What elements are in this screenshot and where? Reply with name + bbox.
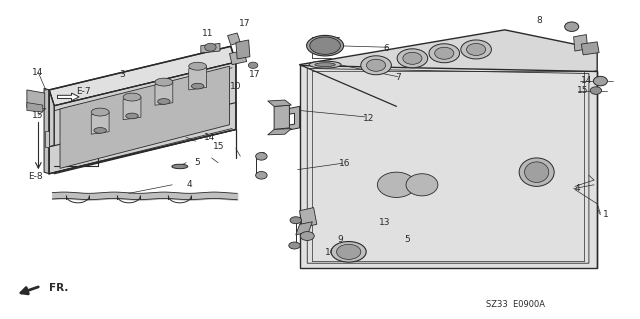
Polygon shape — [123, 97, 141, 120]
Text: 15: 15 — [32, 111, 44, 120]
Text: 1: 1 — [603, 210, 609, 219]
Text: 1: 1 — [261, 152, 267, 161]
Text: 10: 10 — [230, 82, 241, 91]
Text: 5: 5 — [404, 235, 410, 244]
Text: 16: 16 — [325, 248, 337, 257]
Text: 12: 12 — [364, 114, 374, 123]
Polygon shape — [49, 103, 236, 174]
Polygon shape — [573, 34, 588, 51]
Ellipse shape — [593, 76, 607, 86]
Ellipse shape — [290, 217, 301, 224]
Ellipse shape — [461, 40, 492, 59]
Ellipse shape — [172, 164, 188, 169]
Ellipse shape — [403, 52, 422, 64]
Text: E-7: E-7 — [77, 87, 92, 96]
Text: 14: 14 — [581, 76, 593, 85]
Ellipse shape — [255, 152, 267, 160]
Polygon shape — [49, 90, 54, 147]
Polygon shape — [274, 105, 289, 130]
Ellipse shape — [525, 162, 548, 182]
Ellipse shape — [331, 241, 366, 262]
Polygon shape — [201, 43, 220, 53]
Text: 11: 11 — [202, 28, 214, 38]
Ellipse shape — [467, 43, 486, 56]
Text: 15: 15 — [577, 86, 588, 95]
Text: E-8: E-8 — [28, 172, 43, 182]
Polygon shape — [27, 103, 43, 112]
Text: 17: 17 — [575, 38, 586, 47]
Ellipse shape — [92, 108, 109, 116]
Text: 16: 16 — [339, 159, 351, 168]
Polygon shape — [228, 33, 241, 45]
Text: 6: 6 — [384, 44, 390, 53]
Text: 5: 5 — [194, 158, 200, 167]
Polygon shape — [92, 112, 109, 134]
Polygon shape — [58, 93, 79, 101]
Ellipse shape — [406, 174, 438, 196]
Polygon shape — [287, 106, 300, 130]
Polygon shape — [300, 30, 597, 106]
Polygon shape — [27, 90, 45, 109]
Ellipse shape — [564, 22, 579, 32]
Text: 8: 8 — [537, 16, 543, 25]
Polygon shape — [300, 208, 317, 227]
Ellipse shape — [126, 113, 138, 119]
Ellipse shape — [205, 43, 216, 51]
Ellipse shape — [435, 47, 454, 59]
Ellipse shape — [157, 99, 170, 104]
Text: 4: 4 — [575, 184, 580, 193]
Ellipse shape — [519, 158, 554, 186]
Polygon shape — [155, 82, 173, 105]
Text: 2: 2 — [468, 48, 474, 57]
Polygon shape — [268, 129, 291, 135]
Polygon shape — [296, 222, 312, 235]
Ellipse shape — [309, 61, 341, 68]
Ellipse shape — [310, 37, 340, 54]
Text: 15: 15 — [213, 142, 225, 151]
Ellipse shape — [191, 83, 204, 89]
Ellipse shape — [123, 93, 141, 101]
Polygon shape — [268, 100, 291, 106]
Text: 17: 17 — [239, 19, 251, 28]
Polygon shape — [300, 65, 597, 268]
Text: 14: 14 — [204, 133, 216, 142]
Ellipse shape — [361, 56, 392, 75]
Text: 4: 4 — [186, 180, 192, 189]
Text: 3: 3 — [119, 70, 125, 78]
Ellipse shape — [429, 44, 460, 63]
Ellipse shape — [307, 35, 344, 56]
Text: 13: 13 — [379, 218, 390, 226]
Ellipse shape — [155, 78, 173, 86]
Polygon shape — [581, 42, 599, 55]
Polygon shape — [230, 50, 246, 65]
Ellipse shape — [337, 244, 361, 259]
Polygon shape — [236, 40, 250, 59]
Ellipse shape — [255, 172, 267, 179]
Text: 17: 17 — [248, 70, 260, 78]
Polygon shape — [44, 88, 49, 174]
Polygon shape — [54, 62, 236, 174]
Polygon shape — [49, 46, 236, 106]
Polygon shape — [60, 66, 230, 168]
Ellipse shape — [300, 232, 314, 241]
Text: FR.: FR. — [49, 283, 68, 293]
Text: 7: 7 — [395, 73, 401, 82]
Polygon shape — [45, 131, 49, 147]
Ellipse shape — [94, 128, 106, 133]
Ellipse shape — [397, 49, 428, 68]
Text: SZ33  E0900A: SZ33 E0900A — [486, 300, 545, 309]
Ellipse shape — [189, 62, 207, 70]
Ellipse shape — [315, 63, 335, 67]
Text: 14: 14 — [32, 68, 44, 77]
Polygon shape — [189, 66, 207, 90]
Ellipse shape — [378, 172, 415, 197]
Text: 9: 9 — [338, 235, 344, 244]
Ellipse shape — [367, 59, 386, 71]
Ellipse shape — [590, 87, 602, 94]
Ellipse shape — [248, 62, 258, 69]
Ellipse shape — [289, 242, 300, 249]
